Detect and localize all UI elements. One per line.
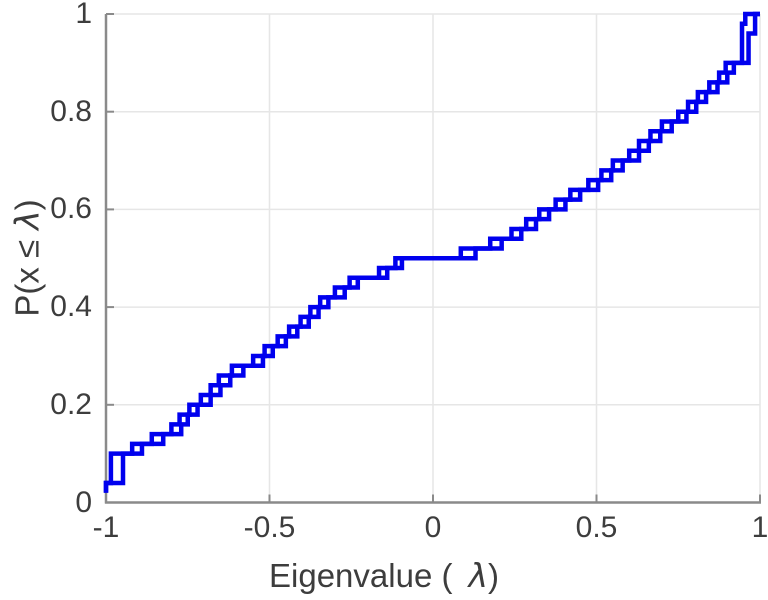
x-axis-label-close-paren: ): [487, 557, 499, 594]
y-tick-label: 0.4: [50, 290, 92, 324]
y-axis-label-text: P(x ≤: [8, 239, 46, 317]
x-tick-label: -1: [92, 511, 120, 544]
x-tick-label: 0: [424, 511, 442, 544]
y-tick-label: 0.8: [50, 94, 92, 128]
y-tick-label: 0.6: [50, 192, 92, 226]
x-tick-label: 0.5: [575, 511, 618, 544]
y-axis-label: P(x ≤ λ): [8, 199, 47, 316]
lambda-symbol: λ: [7, 210, 47, 230]
y-tick-label: 1: [75, 0, 92, 30]
y-tick-label: 0.2: [50, 387, 92, 421]
cdf-ecdf-curve-2: [103, 11, 760, 493]
y-axis-label-close-paren: ): [8, 199, 46, 211]
x-axis-label: Eigenvalue ( λ): [0, 556, 768, 595]
cdf-ecdf-curve-1: [103, 11, 760, 493]
x-tick-label: -0.5: [243, 511, 296, 544]
y-tick-label: 0: [75, 485, 92, 519]
x-tick-label: 1: [751, 511, 768, 544]
x-axis-label-text: Eigenvalue (: [269, 557, 453, 594]
lambda-symbol: λ: [468, 556, 488, 595]
